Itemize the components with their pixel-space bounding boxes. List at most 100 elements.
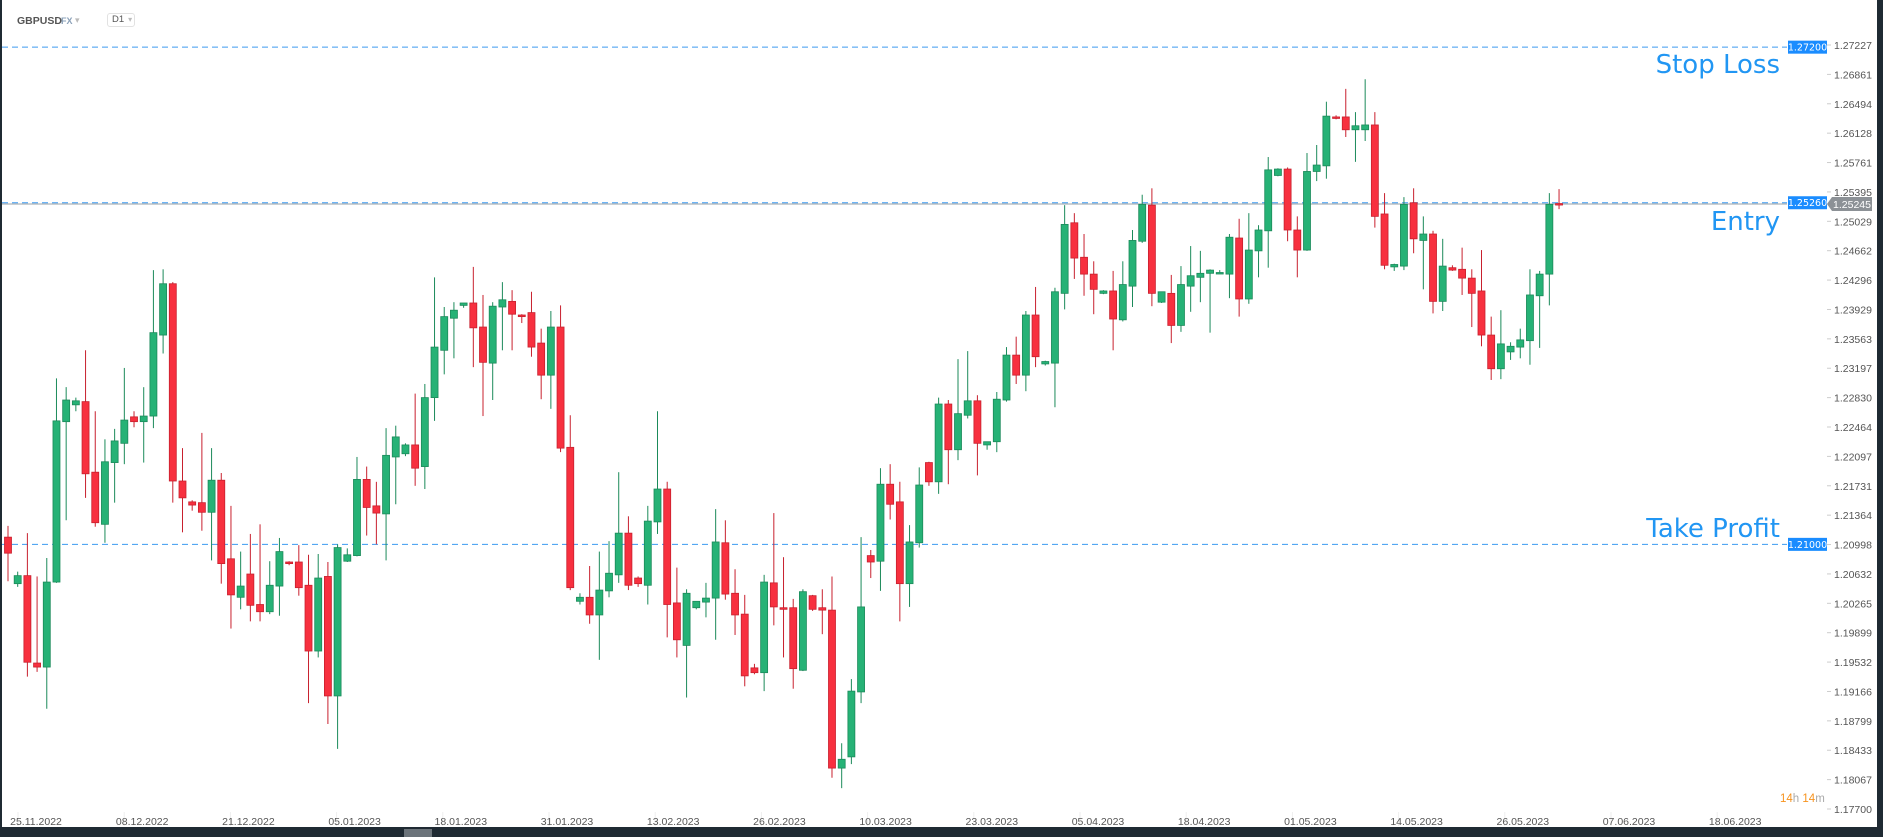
candle-body	[934, 403, 943, 483]
candle-body	[440, 316, 449, 351]
candle-body	[779, 607, 788, 610]
candle	[1012, 336, 1021, 384]
price-tick-label: 1.25395	[1834, 187, 1872, 199]
price-tick-label: 1.19166	[1834, 686, 1872, 698]
candle-body	[653, 488, 662, 523]
candle-body	[711, 541, 720, 599]
candle-body	[1312, 164, 1321, 172]
candle-body	[1206, 269, 1214, 274]
candle-body	[33, 662, 41, 668]
candle-body	[1089, 273, 1098, 290]
candle	[653, 411, 662, 534]
candle	[1167, 274, 1176, 344]
market-selector[interactable]: FX	[61, 16, 73, 26]
scrollbar-track[interactable]	[0, 827, 1883, 837]
price-tick-label: 1.18067	[1834, 775, 1872, 787]
price-tick-label: 1.17700	[1834, 804, 1872, 816]
candle	[1147, 188, 1156, 307]
price-axis[interactable]: 1.27227 1.26861 1.26494 1.26128 1.25761 1.253…	[1827, 40, 1872, 816]
candle-body	[1225, 236, 1234, 275]
candle	[711, 509, 720, 640]
candle-body	[256, 604, 264, 613]
candle	[1322, 101, 1331, 179]
price-tick-label: 1.19899	[1834, 628, 1872, 640]
candle-body	[866, 555, 875, 563]
candle-body	[265, 584, 274, 613]
candle-body	[197, 502, 206, 513]
candle	[634, 576, 643, 587]
candle-body	[1341, 116, 1350, 131]
chevron-down-icon[interactable]: ▾	[75, 15, 80, 25]
candle	[1051, 287, 1059, 408]
entry-price-badge[interactable]: 1.25260	[1788, 196, 1827, 210]
price-tick-label: 1.26861	[1834, 69, 1872, 81]
right-border	[1877, 0, 1883, 837]
candle	[459, 302, 468, 308]
candle-body	[333, 547, 342, 697]
candle	[4, 525, 12, 582]
candle	[207, 448, 216, 561]
take-profit-price-badge[interactable]: 1.21000	[1788, 537, 1827, 551]
price-tick-label: 1.20632	[1834, 569, 1872, 581]
candle-body	[789, 607, 798, 670]
candle-body	[702, 597, 710, 603]
timeframe-dropdown[interactable]: D1 ▾	[107, 13, 135, 27]
candle	[808, 594, 817, 611]
candle	[527, 291, 536, 357]
time-axis[interactable]: 25.11.2022 08.12.2022 21.12.2022 05.01.2023…	[10, 812, 1762, 828]
candle-body	[246, 573, 255, 606]
candle	[508, 290, 516, 351]
candle	[227, 505, 235, 629]
price-tick-label: 1.21364	[1834, 510, 1872, 522]
candle	[1099, 290, 1108, 295]
candle	[760, 574, 769, 692]
candle	[1274, 168, 1282, 177]
candle-body	[343, 554, 352, 562]
candle	[944, 400, 953, 485]
candle	[886, 464, 895, 520]
symbol-selector[interactable]: GBPUSD	[17, 15, 62, 27]
candle	[1341, 88, 1350, 137]
price-tick-label: 1.26494	[1834, 99, 1872, 111]
candle	[866, 549, 875, 579]
time-tick-label: 13.02.2023	[647, 816, 700, 828]
candle-body	[750, 667, 759, 674]
candle	[1390, 263, 1399, 271]
price-tick-label: 1.24662	[1834, 246, 1872, 258]
candle-body	[895, 501, 904, 585]
candle-body	[285, 561, 294, 565]
candle-body	[1487, 334, 1496, 370]
take-profit-annotation: Take Profit	[1646, 514, 1780, 544]
candle-body	[1458, 268, 1466, 279]
timer-hours: 14	[1780, 793, 1793, 805]
scrollbar-thumb[interactable]	[404, 829, 432, 837]
candle-body	[1283, 168, 1292, 231]
candle-body	[4, 536, 12, 554]
candle	[595, 551, 604, 660]
candle	[430, 277, 439, 421]
candle	[42, 557, 51, 709]
candle-body	[62, 399, 71, 423]
candle	[197, 432, 206, 531]
candle	[925, 461, 933, 486]
candle-countdown: 14h 14m	[1780, 793, 1825, 805]
candle	[362, 466, 371, 536]
candle	[750, 663, 759, 675]
candle-body	[731, 592, 739, 616]
candle	[556, 305, 565, 453]
candle-body	[1235, 237, 1244, 300]
candle	[1128, 230, 1137, 307]
price-tick-label: 1.23197	[1834, 363, 1872, 375]
candle	[488, 302, 497, 401]
candle-body	[886, 483, 895, 505]
candle-body	[1303, 171, 1311, 251]
candle-body	[1545, 203, 1554, 275]
time-tick-label: 25.11.2022	[10, 816, 62, 828]
candle	[1370, 112, 1379, 228]
candle-body	[1380, 213, 1389, 266]
stop-loss-price-badge[interactable]: 1.27200	[1788, 40, 1827, 54]
candle	[188, 500, 197, 511]
candle	[1070, 213, 1079, 279]
candle-body	[847, 690, 856, 758]
